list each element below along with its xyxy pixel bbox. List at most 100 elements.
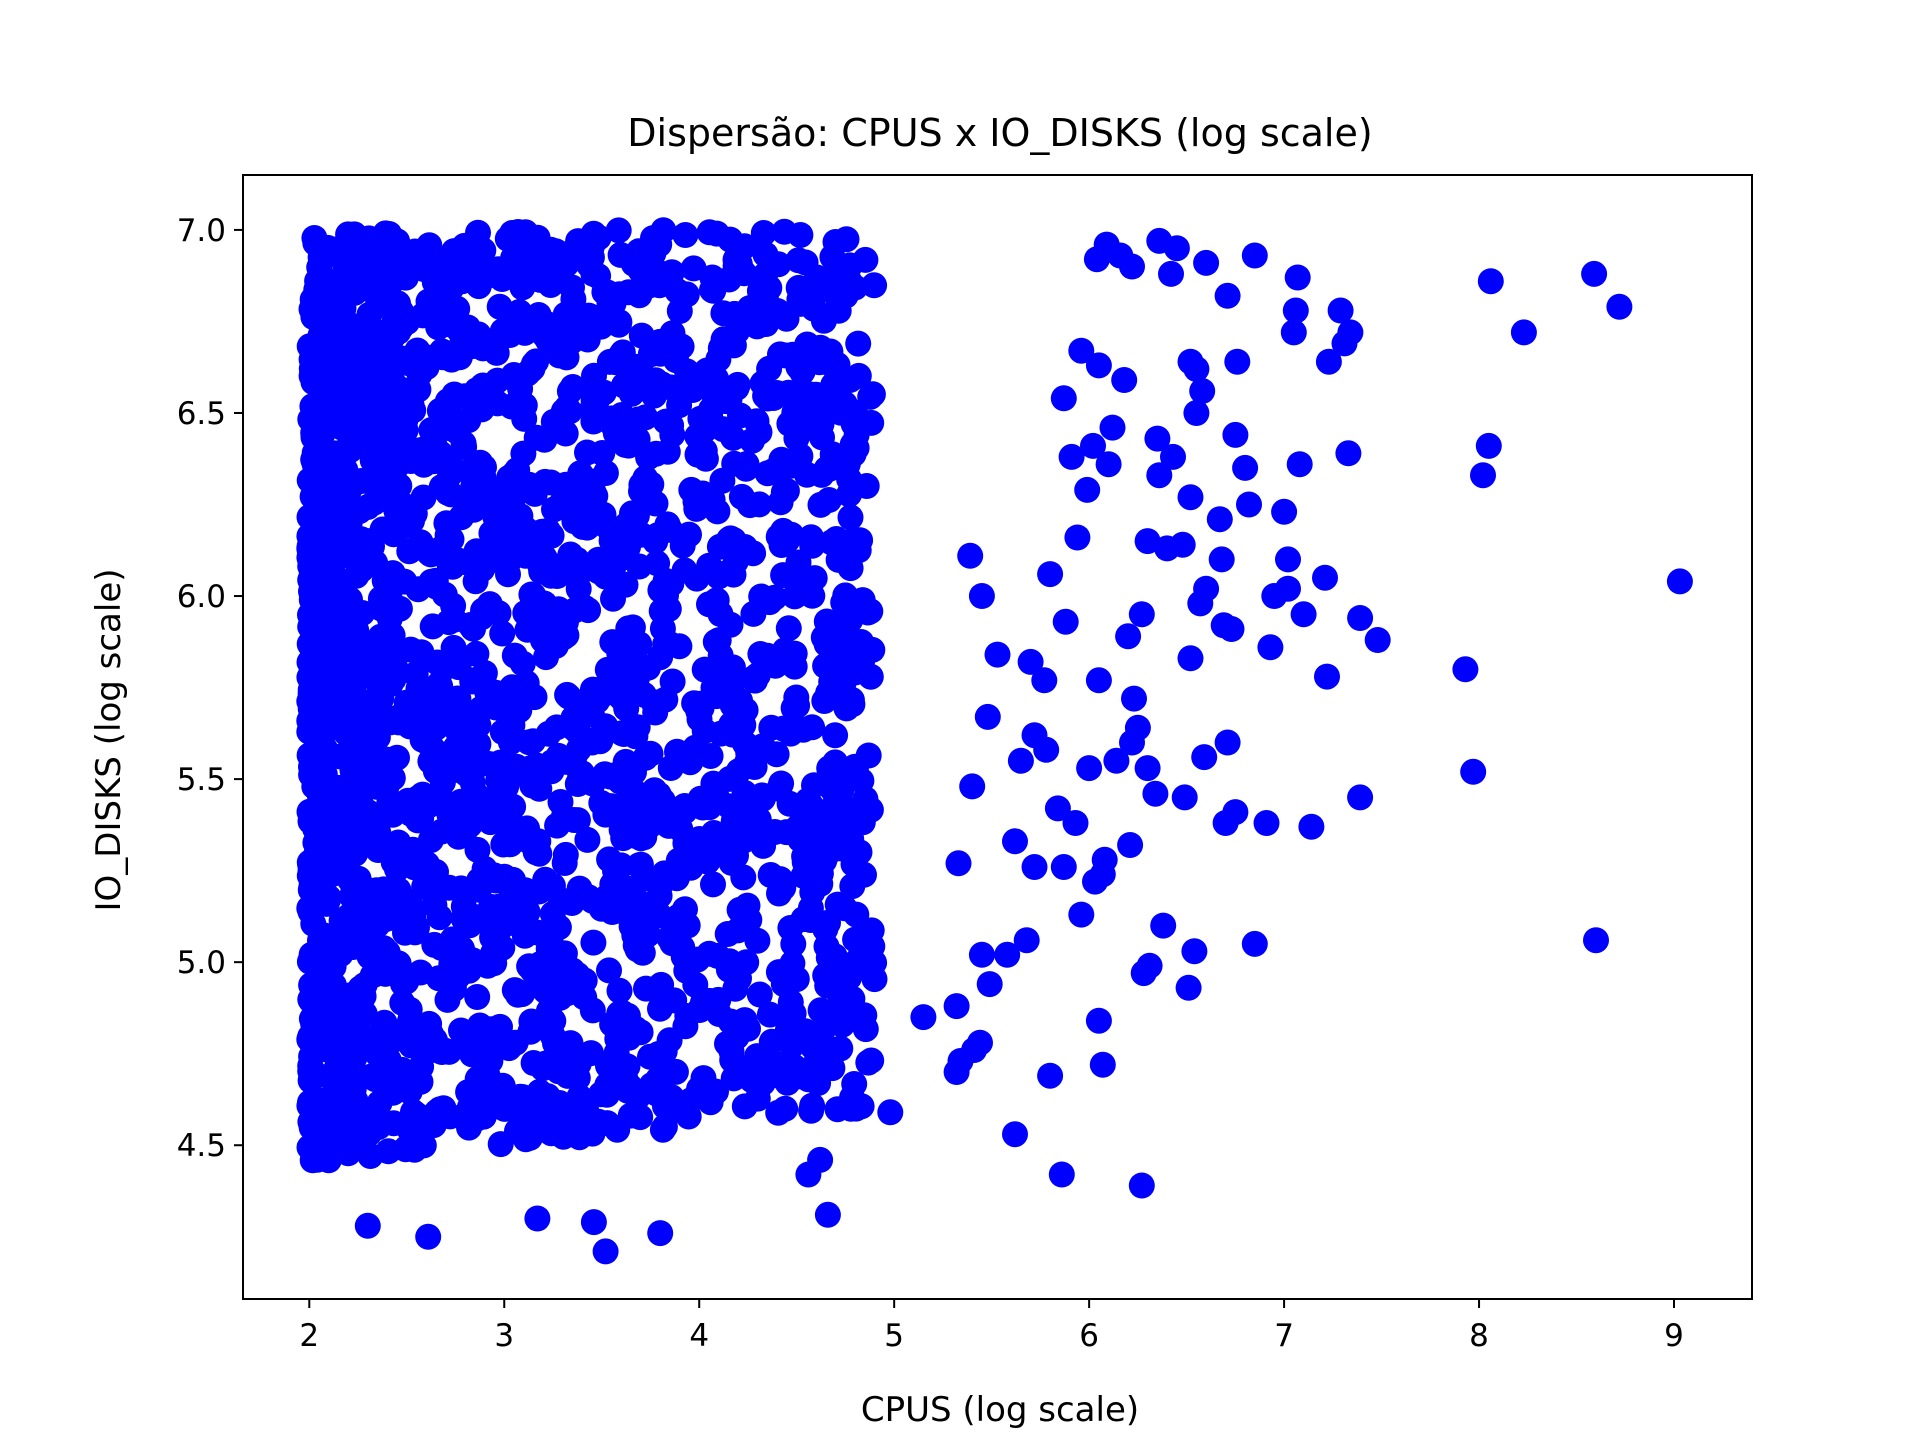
scatter-point xyxy=(605,217,632,244)
scatter-point xyxy=(637,740,664,767)
scatter-point xyxy=(1452,656,1479,683)
scatter-point xyxy=(307,244,334,271)
scatter-point xyxy=(943,1059,970,1085)
scatter-point xyxy=(1089,861,1116,888)
scatter-point xyxy=(407,341,434,368)
scatter-point xyxy=(1271,498,1298,525)
scatter-point xyxy=(592,1238,619,1265)
scatter-point xyxy=(785,353,812,380)
scatter-point xyxy=(370,319,397,346)
scatter-point xyxy=(1062,810,1089,836)
scatter-point xyxy=(539,630,566,657)
scatter-point xyxy=(984,641,1011,668)
scatter-point xyxy=(1177,348,1204,375)
scatter-point xyxy=(669,532,696,559)
scatter-point xyxy=(1364,627,1391,653)
scatter-point xyxy=(1089,1051,1116,1078)
scatter-point xyxy=(396,538,423,565)
scatter-point xyxy=(422,758,449,785)
scatter-point xyxy=(1150,912,1177,939)
scatter-point xyxy=(375,705,402,732)
scatter-point xyxy=(411,256,437,283)
scatter-point xyxy=(340,934,366,960)
scatter-point xyxy=(465,273,492,300)
scatter-point xyxy=(1158,260,1184,287)
scatter-point xyxy=(1284,264,1311,291)
scatter-point xyxy=(461,385,487,411)
scatter-point xyxy=(811,688,838,714)
scatter-point xyxy=(298,859,325,886)
scatter-point xyxy=(1124,714,1151,741)
scatter-point xyxy=(822,229,849,255)
scatter-point xyxy=(554,681,581,708)
scatter-point xyxy=(700,871,726,898)
scatter-point xyxy=(311,700,337,727)
scatter-point xyxy=(463,455,490,482)
scatter-point xyxy=(1208,546,1235,573)
scatter-point xyxy=(640,240,667,267)
scatter-point xyxy=(1144,425,1171,452)
scatter-point xyxy=(775,615,802,642)
scatter-point xyxy=(1052,608,1079,635)
chart-title: Dispersão: CPUS x IO_DISKS (log scale) xyxy=(627,111,1372,155)
scatter-point xyxy=(730,712,757,738)
scatter-point xyxy=(521,480,548,507)
scatter-point xyxy=(464,984,491,1010)
scatter-point xyxy=(516,729,543,756)
scatter-point xyxy=(524,1205,551,1232)
scatter-point xyxy=(661,987,688,1014)
scatter-point xyxy=(650,217,677,244)
y-tick-label: 4.5 xyxy=(177,1128,226,1164)
scatter-point xyxy=(994,941,1021,968)
scatter-point xyxy=(837,504,864,531)
scatter-point xyxy=(1021,722,1048,749)
scatter-point xyxy=(404,807,431,834)
scatter-point xyxy=(637,1043,663,1070)
scatter-point xyxy=(296,649,323,676)
scatter-point xyxy=(1068,337,1095,364)
scatter-point xyxy=(801,565,828,592)
scatter-point xyxy=(502,1029,529,1056)
scatter-point xyxy=(709,467,736,494)
scatter-point xyxy=(439,926,466,953)
scatter-point xyxy=(366,440,393,467)
scatter-point xyxy=(481,797,508,824)
scatter-point xyxy=(640,807,667,834)
scatter-point xyxy=(552,420,579,447)
scatter-point xyxy=(672,896,698,923)
scatter-point xyxy=(812,652,839,679)
scatter-point xyxy=(807,1146,834,1173)
scatter-point xyxy=(1335,440,1362,467)
scatter-point xyxy=(337,1020,364,1047)
scatter-point xyxy=(563,546,590,573)
scatter-point xyxy=(551,940,578,967)
scatter-point xyxy=(1058,443,1085,470)
scatter-point xyxy=(813,455,840,482)
scatter-point xyxy=(1181,938,1208,965)
scatter-point xyxy=(1068,901,1095,928)
scatter-point xyxy=(718,1038,745,1065)
scatter-point xyxy=(1666,568,1693,595)
scatter-point xyxy=(1013,927,1040,954)
scatter-point xyxy=(1021,854,1048,880)
scatter-point xyxy=(804,863,830,890)
scatter-point xyxy=(335,703,362,730)
scatter-point xyxy=(355,695,382,722)
scatter-point xyxy=(309,453,336,480)
scatter-point xyxy=(790,906,817,933)
scatter-point xyxy=(839,873,866,900)
scatter-point xyxy=(638,471,665,498)
scatter-point xyxy=(714,921,741,947)
scatter-point xyxy=(489,1072,516,1099)
scatter-point xyxy=(943,993,970,1020)
scatter-point xyxy=(1286,451,1313,478)
scatter-point xyxy=(1282,297,1309,324)
scatter-point xyxy=(805,339,832,366)
scatter-point xyxy=(635,654,661,681)
scatter-point xyxy=(622,723,649,750)
scatter-point xyxy=(720,808,747,835)
scatter-point xyxy=(853,473,880,499)
scatter-point xyxy=(609,339,636,366)
scatter-point xyxy=(1134,528,1161,555)
scatter-point xyxy=(297,808,324,835)
